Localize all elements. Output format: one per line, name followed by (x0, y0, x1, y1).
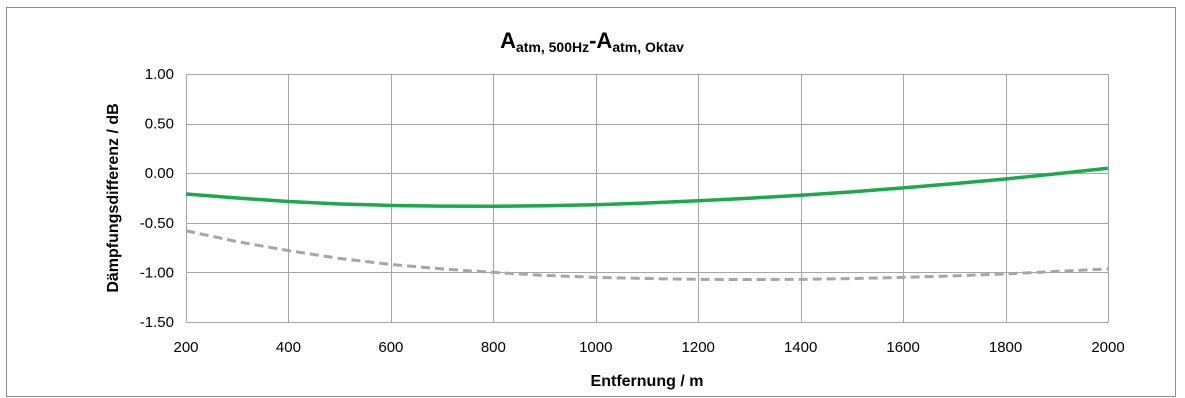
title-subscript: atm, Oktav (612, 39, 684, 55)
x-tick-label: 1800 (989, 339, 1022, 356)
tick-labels: 200 400 600 800 1000 1200 1400 1600 1800 2000 1.00… (140, 66, 1125, 356)
x-tick-label: 2000 (1091, 339, 1124, 356)
y-tick-label: 0.50 (145, 116, 174, 133)
y-tick-label: -0.50 (140, 215, 174, 232)
x-tick-label: 1000 (579, 339, 612, 356)
y-tick-label: 1.00 (145, 66, 174, 83)
chart-title: Aatm, 500Hz-Aatm, Oktav (500, 28, 684, 55)
series-layer (185, 166, 1109, 282)
x-tick-label: 200 (173, 339, 198, 356)
x-tick-label: 400 (276, 339, 301, 356)
chart-frame (6, 7, 1176, 397)
x-tick-label: 1600 (886, 339, 919, 356)
x-tick-label: 1200 (682, 339, 715, 356)
title-part: A (500, 28, 516, 53)
y-tick-label: 0.00 (145, 165, 174, 182)
x-axis-title: Entfernung / m (591, 373, 704, 390)
y-tick-label: -1.50 (140, 314, 174, 331)
y-axis-title: Dämpfungsdifferenz / dB (105, 103, 122, 292)
title-part: -A (589, 28, 612, 53)
grid (186, 74, 1109, 323)
x-tick-label: 1400 (784, 339, 817, 356)
y-tick-label: -1.00 (140, 264, 174, 281)
series-line-solid (185, 166, 1109, 208)
series-line-dashed (185, 229, 1109, 282)
title-subscript: atm, 500Hz (516, 39, 589, 55)
x-tick-label: 600 (378, 339, 403, 356)
x-tick-label: 800 (481, 339, 506, 356)
